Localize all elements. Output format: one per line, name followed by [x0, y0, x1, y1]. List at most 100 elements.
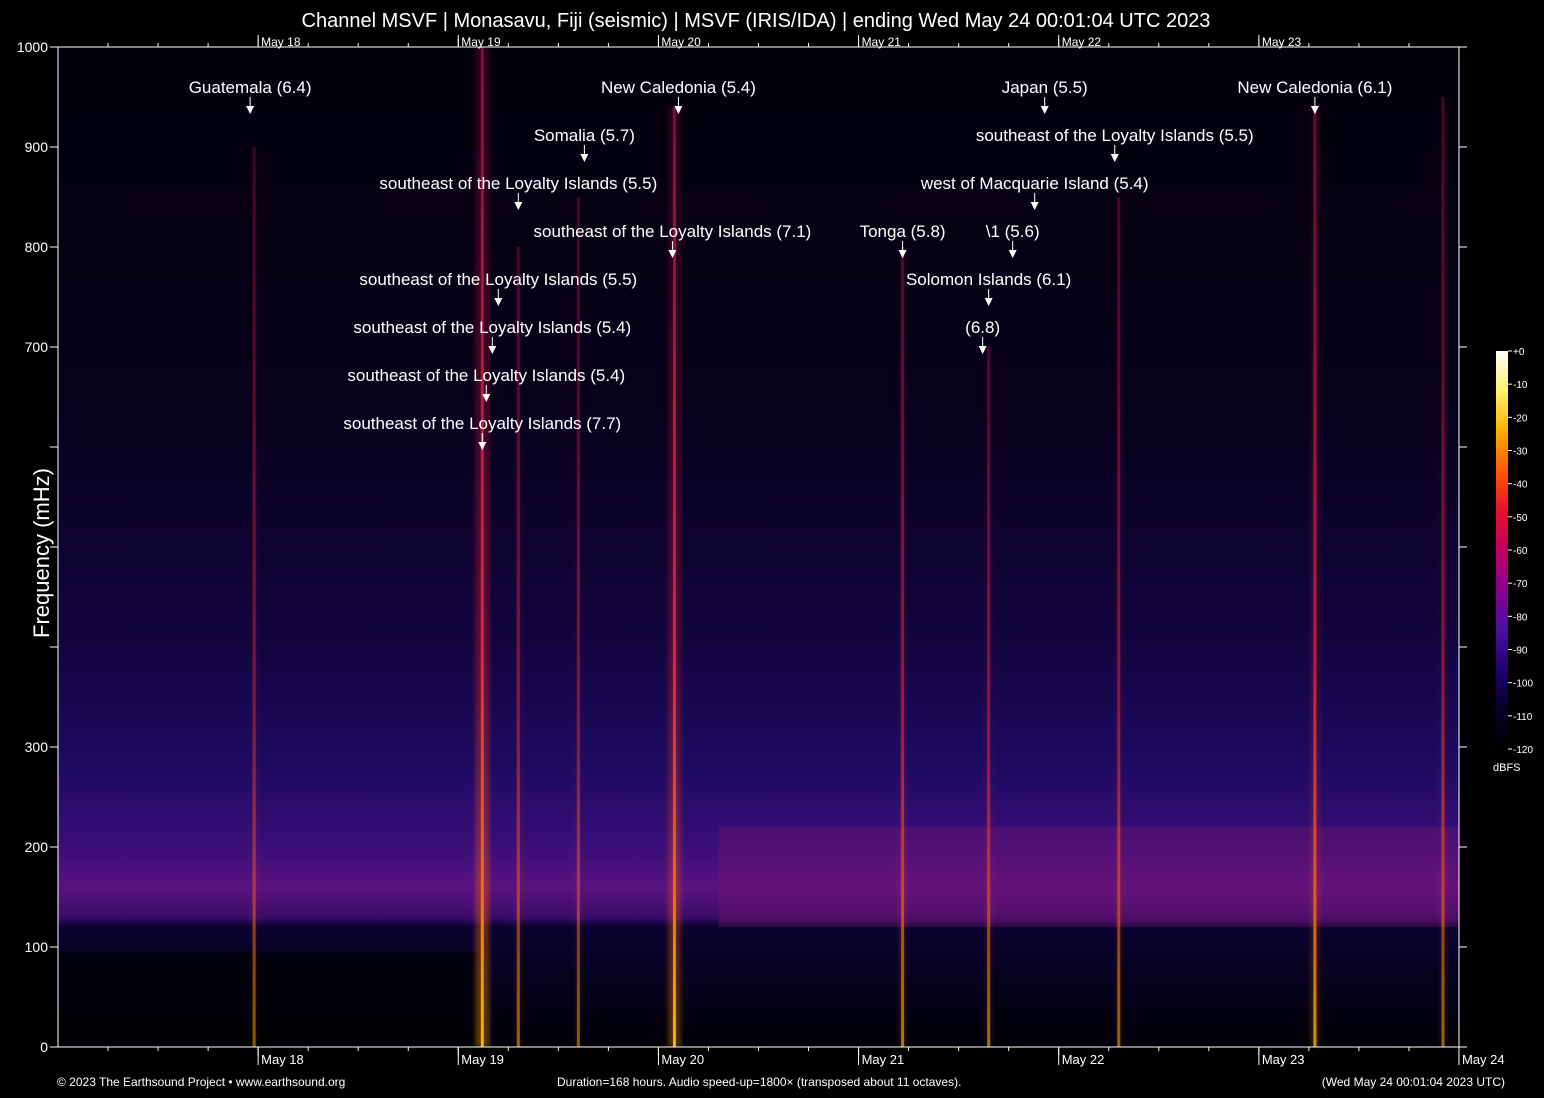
spectral-line-0 — [480, 47, 484, 1047]
footer-copyright: © 2023 The Earthsound Project • www.eart… — [57, 1075, 346, 1089]
y-tick-label-9: 900 — [25, 139, 49, 155]
y-tick-label-3: 300 — [25, 739, 49, 755]
event-arrow-head-11 — [494, 298, 503, 306]
event-annotation-9: Tonga (5.8) — [860, 222, 946, 258]
event-annotation-2: Japan (5.5) — [1002, 78, 1088, 114]
event-annotation-16: southeast of the Loyalty Islands (7.7) — [343, 414, 621, 450]
y-tick-label-0: 0 — [40, 1039, 48, 1055]
event-arrow-head-8 — [668, 250, 677, 258]
event-label-3: New Caledonia (6.1) — [1237, 78, 1392, 97]
event-arrow-head-16 — [478, 442, 487, 450]
spectral-line-3 — [901, 247, 905, 1047]
colorbar-tick-label-8: -80 — [1513, 612, 1528, 623]
event-annotation-4: Somalia (5.7) — [534, 126, 635, 162]
spectral-line-2 — [1313, 107, 1317, 1047]
event-label-14: (6.8) — [965, 318, 1000, 337]
colorbar-unit-label: dBFS — [1493, 762, 1521, 774]
event-arrow-head-15 — [482, 394, 491, 402]
event-label-4: Somalia (5.7) — [534, 126, 635, 145]
colorbar-tick-label-10: -100 — [1513, 679, 1533, 690]
footer-duration: Duration=168 hours. Audio speed-up=1800×… — [557, 1075, 962, 1089]
colorbar-tick-label-6: -60 — [1513, 546, 1528, 557]
colorbar-tick-label-9: -90 — [1513, 646, 1528, 657]
y-tick-label-2: 200 — [25, 839, 49, 855]
event-label-6: southeast of the Loyalty Islands (5.5) — [379, 174, 657, 193]
event-arrow-head-2 — [1040, 106, 1049, 114]
colorbar-tick-label-11: -110 — [1513, 712, 1533, 723]
event-annotation-7: west of Macquarie Island (5.4) — [920, 174, 1149, 210]
x-tick-label-top-2: May 20 — [661, 35, 701, 49]
event-label-0: Guatemala (6.4) — [189, 78, 312, 97]
event-annotation-13: southeast of the Loyalty Islands (5.4) — [353, 318, 631, 354]
colorbar-tick-label-0: +0 — [1513, 347, 1525, 358]
x-tick-label-top-0: May 18 — [261, 35, 301, 49]
event-arrow-head-6 — [514, 202, 523, 210]
x-tick-label-top-5: May 23 — [1262, 35, 1302, 49]
event-annotation-11: southeast of the Loyalty Islands (5.5) — [359, 270, 637, 306]
spectral-line-1 — [672, 107, 676, 1047]
spectral-line-6 — [1117, 197, 1121, 1047]
event-label-1: New Caledonia (5.4) — [601, 78, 756, 97]
event-label-5: southeast of the Loyalty Islands (5.5) — [976, 126, 1254, 145]
x-tick-label-bottom-0: May 18 — [261, 1052, 304, 1067]
x-tick-label-bottom-3: May 21 — [862, 1052, 905, 1067]
event-annotation-14: (6.8) — [965, 318, 1000, 354]
x-tick-label-bottom-5: May 23 — [1262, 1052, 1305, 1067]
low-band-shade — [58, 952, 479, 1047]
event-annotation-6: southeast of the Loyalty Islands (5.5) — [379, 174, 657, 210]
colorbar-gradient — [1496, 351, 1508, 749]
colorbar-tick-label-12: -120 — [1513, 745, 1533, 756]
chart-title: Channel MSVF | Monasavu, Fiji (seismic) … — [301, 10, 1211, 32]
colorbar: +0 -10 -20 -30 -40 -50 -60 -70 -80 -90 -100 -110 -12… — [1493, 347, 1533, 774]
event-arrow-head-12 — [984, 298, 993, 306]
footer-timestamp: (Wed May 24 00:01:04 2023 UTC) — [1321, 1075, 1505, 1089]
event-annotation-1: New Caledonia (5.4) — [601, 78, 756, 114]
x-tick-label-bottom-1: May 19 — [461, 1052, 504, 1067]
colorbar-tick-label-1: -10 — [1513, 380, 1528, 391]
x-tick-label-top-4: May 22 — [1062, 35, 1102, 49]
event-label-8: southeast of the Loyalty Islands (7.1) — [534, 222, 812, 241]
y-tick-label-1: 100 — [25, 939, 49, 955]
event-arrow-head-7 — [1030, 202, 1039, 210]
event-annotation-5: southeast of the Loyalty Islands (5.5) — [976, 126, 1254, 162]
colorbar-tick-label-2: -20 — [1513, 413, 1528, 424]
colorbar-tick-label-3: -30 — [1513, 447, 1528, 458]
x-tick-label-top-3: May 21 — [862, 35, 902, 49]
event-arrow-head-13 — [488, 346, 497, 354]
x-tick-label-top-1: May 19 — [461, 35, 501, 49]
x-tick-label-bottom-6: May 24 — [1462, 1052, 1505, 1067]
colorbar-tick-label-7: -70 — [1513, 579, 1528, 590]
event-label-15: southeast of the Loyalty Islands (5.4) — [347, 366, 625, 385]
x-tick-label-bottom-2: May 20 — [661, 1052, 704, 1067]
event-label-9: Tonga (5.8) — [860, 222, 946, 241]
event-arrow-head-5 — [1110, 154, 1119, 162]
axes: 0 100 200 300 700 800 900 1000 May 18 May 18 May 1… — [17, 35, 1505, 1067]
event-arrow-head-4 — [580, 154, 589, 162]
plot-area — [58, 47, 1459, 1047]
event-label-13: southeast of the Loyalty Islands (5.4) — [353, 318, 631, 337]
spectral-lines — [251, 47, 1447, 1047]
event-annotations: Guatemala (6.4) New Caledonia (5.4) Japan … — [189, 78, 1392, 450]
spectral-line-4 — [987, 347, 991, 1047]
spectrogram-background — [58, 47, 1459, 1047]
event-arrow-head-3 — [1310, 106, 1319, 114]
y-tick-label-8: 800 — [25, 239, 49, 255]
event-annotation-0: Guatemala (6.4) — [189, 78, 312, 114]
event-annotation-10: \1 (5.6) — [986, 222, 1040, 258]
event-arrow-head-0 — [246, 106, 255, 114]
spectral-line-8 — [576, 197, 580, 1047]
event-arrow-head-10 — [1008, 250, 1017, 258]
event-label-10: \1 (5.6) — [986, 222, 1040, 241]
event-label-12: Solomon Islands (6.1) — [906, 270, 1071, 289]
event-label-7: west of Macquarie Island (5.4) — [920, 174, 1149, 193]
event-annotation-3: New Caledonia (6.1) — [1237, 78, 1392, 114]
event-label-2: Japan (5.5) — [1002, 78, 1088, 97]
spectral-line-5 — [252, 147, 256, 1047]
event-label-16: southeast of the Loyalty Islands (7.7) — [343, 414, 621, 433]
colorbar-tick-label-4: -40 — [1513, 480, 1528, 491]
event-arrow-head-9 — [898, 250, 907, 258]
x-tick-label-bottom-4: May 22 — [1062, 1052, 1105, 1067]
spectral-line-7 — [516, 247, 520, 1047]
y-tick-label-7: 700 — [25, 339, 49, 355]
